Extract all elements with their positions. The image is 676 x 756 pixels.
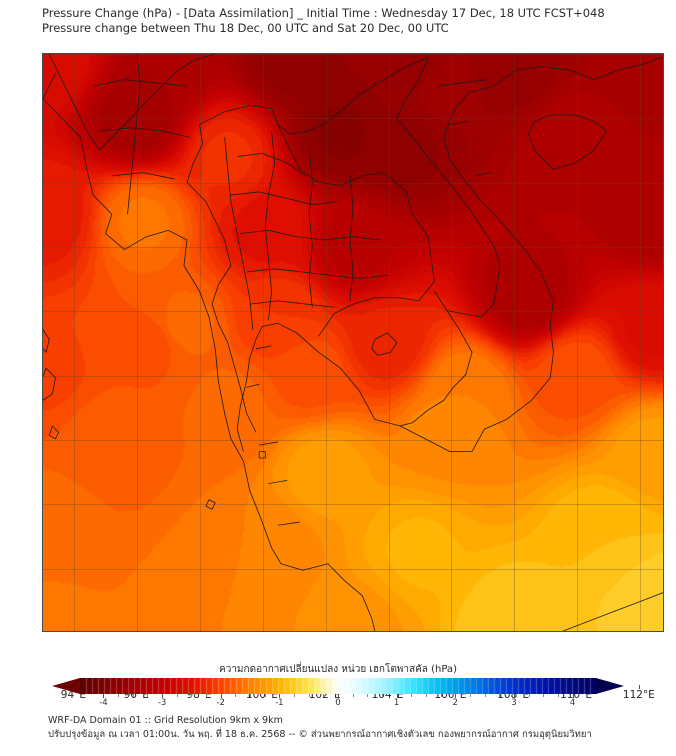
colorbar: [52, 678, 624, 694]
gridline-vertical: [137, 54, 139, 631]
colorbar-tick-mark: [103, 694, 105, 698]
colorbar-tick-label: 1: [393, 698, 400, 708]
colorbar-tick-mark: [440, 694, 442, 697]
gridline-vertical: [639, 54, 641, 631]
colorbar-tick-label: -3: [157, 698, 167, 708]
colorbar-tick-label: 4: [569, 698, 576, 708]
colorbar-axis: -4 -3 -2 -1 0 1 2 3 4: [52, 694, 624, 710]
footer-block: WRF-DA Domain 01 :: Grid Resolution 9km …: [48, 714, 658, 742]
colorbar-tick-mark: [411, 694, 413, 697]
gridline-vertical: [577, 54, 579, 631]
colorbar-tick-mark: [572, 694, 574, 698]
colorbar-tick-mark: [323, 694, 325, 697]
gridline-vertical: [325, 54, 327, 631]
colorbar-tick-label: -1: [275, 698, 284, 708]
colorbar-tick-mark: [528, 694, 530, 697]
colorbar-tick-mark: [367, 694, 369, 697]
x-axis-tick-label: 112°E: [623, 685, 655, 701]
colorbar-tick-mark: [499, 694, 501, 697]
colorbar-tick-mark: [484, 694, 486, 697]
gridline-horizontal: [43, 311, 663, 313]
colorbar-tick-label: -2: [216, 698, 225, 708]
colorbar-tick-mark: [279, 694, 281, 698]
colorbar-tick-label: 2: [452, 698, 458, 708]
gridline-horizontal: [43, 247, 663, 248]
gridline-horizontal: [43, 375, 663, 377]
colorbar-tick-mark: [557, 694, 559, 697]
gridline-horizontal: [43, 54, 663, 55]
colorbar-tick-mark: [543, 694, 545, 697]
gridline-horizontal: [43, 440, 663, 441]
plot-frame: [42, 53, 664, 632]
colorbar-tick-mark: [264, 694, 266, 697]
x-axis-tick-mark: [638, 685, 640, 689]
gridline-vertical: [262, 54, 264, 631]
colorbar-tick-label: 0: [335, 698, 341, 708]
colorbar-tick-mark: [220, 694, 222, 698]
colorbar-tick-mark: [132, 694, 134, 697]
colorbar-tick-mark: [338, 694, 339, 698]
gridline-vertical: [74, 54, 76, 631]
colorbar-tick-mark: [250, 694, 252, 697]
chart-title-block: Pressure Change (hPa) - [Data Assimilati…: [42, 6, 662, 36]
chart-title-line-1: Pressure Change (hPa) - [Data Assimilati…: [42, 6, 605, 20]
colorbar-high-cap: [596, 678, 624, 694]
colorbar-tick-mark: [294, 694, 296, 697]
colorbar-gradient: [80, 678, 596, 694]
gridline-horizontal: [43, 182, 663, 184]
colorbar-tick-mark: [162, 694, 164, 698]
gridline-vertical: [514, 54, 516, 631]
colorbar-tick-mark: [176, 694, 178, 697]
colorbar-tick-mark: [352, 694, 354, 697]
colorbar-label: ความกดอากาศเปลี่ยนแปลง หน่วย เฮกโตพาสคัล…: [219, 664, 457, 675]
colorbar-tick-mark: [425, 694, 427, 697]
gridline-horizontal: [43, 504, 663, 506]
pressure-change-field: [43, 54, 663, 631]
footer-line-model: WRF-DA Domain 01 :: Grid Resolution 9km …: [48, 715, 283, 726]
colorbar-tick-mark: [381, 694, 383, 697]
colorbar-tick-label: 3: [511, 698, 517, 708]
colorbar-tick-mark: [147, 694, 149, 697]
gridline-vertical: [200, 54, 202, 631]
gridline-vertical: [388, 54, 390, 631]
gridline-horizontal: [43, 568, 663, 570]
colorbar-tick-mark: [469, 694, 471, 697]
colorbar-tick-mark: [206, 694, 208, 697]
colorbar-tick-mark: [455, 694, 457, 698]
colorbar-tick-mark: [118, 694, 120, 697]
gridline-horizontal: [43, 118, 663, 120]
colorbar-low-cap: [52, 678, 80, 694]
colorbar-tick-mark: [308, 694, 310, 697]
colorbar-tick-label: -4: [99, 698, 108, 708]
map-plot-area: 4°N6°N8°N10°N12°N14°N16°N18°N20°N22°N 94…: [42, 53, 664, 701]
colorbar-tick-mark: [396, 694, 398, 698]
footer-line-credit: ปรับปรุงข้อมูล ณ เวลา 01:00น. วัน พฤ. ที…: [48, 729, 592, 740]
gridline-vertical: [451, 54, 453, 631]
chart-title-line-2: Pressure change between Thu 18 Dec, 00 U…: [42, 21, 449, 35]
colorbar-tick-mark: [235, 694, 237, 697]
colorbar-tick-mark: [191, 694, 193, 697]
colorbar-tick-mark: [513, 694, 515, 698]
